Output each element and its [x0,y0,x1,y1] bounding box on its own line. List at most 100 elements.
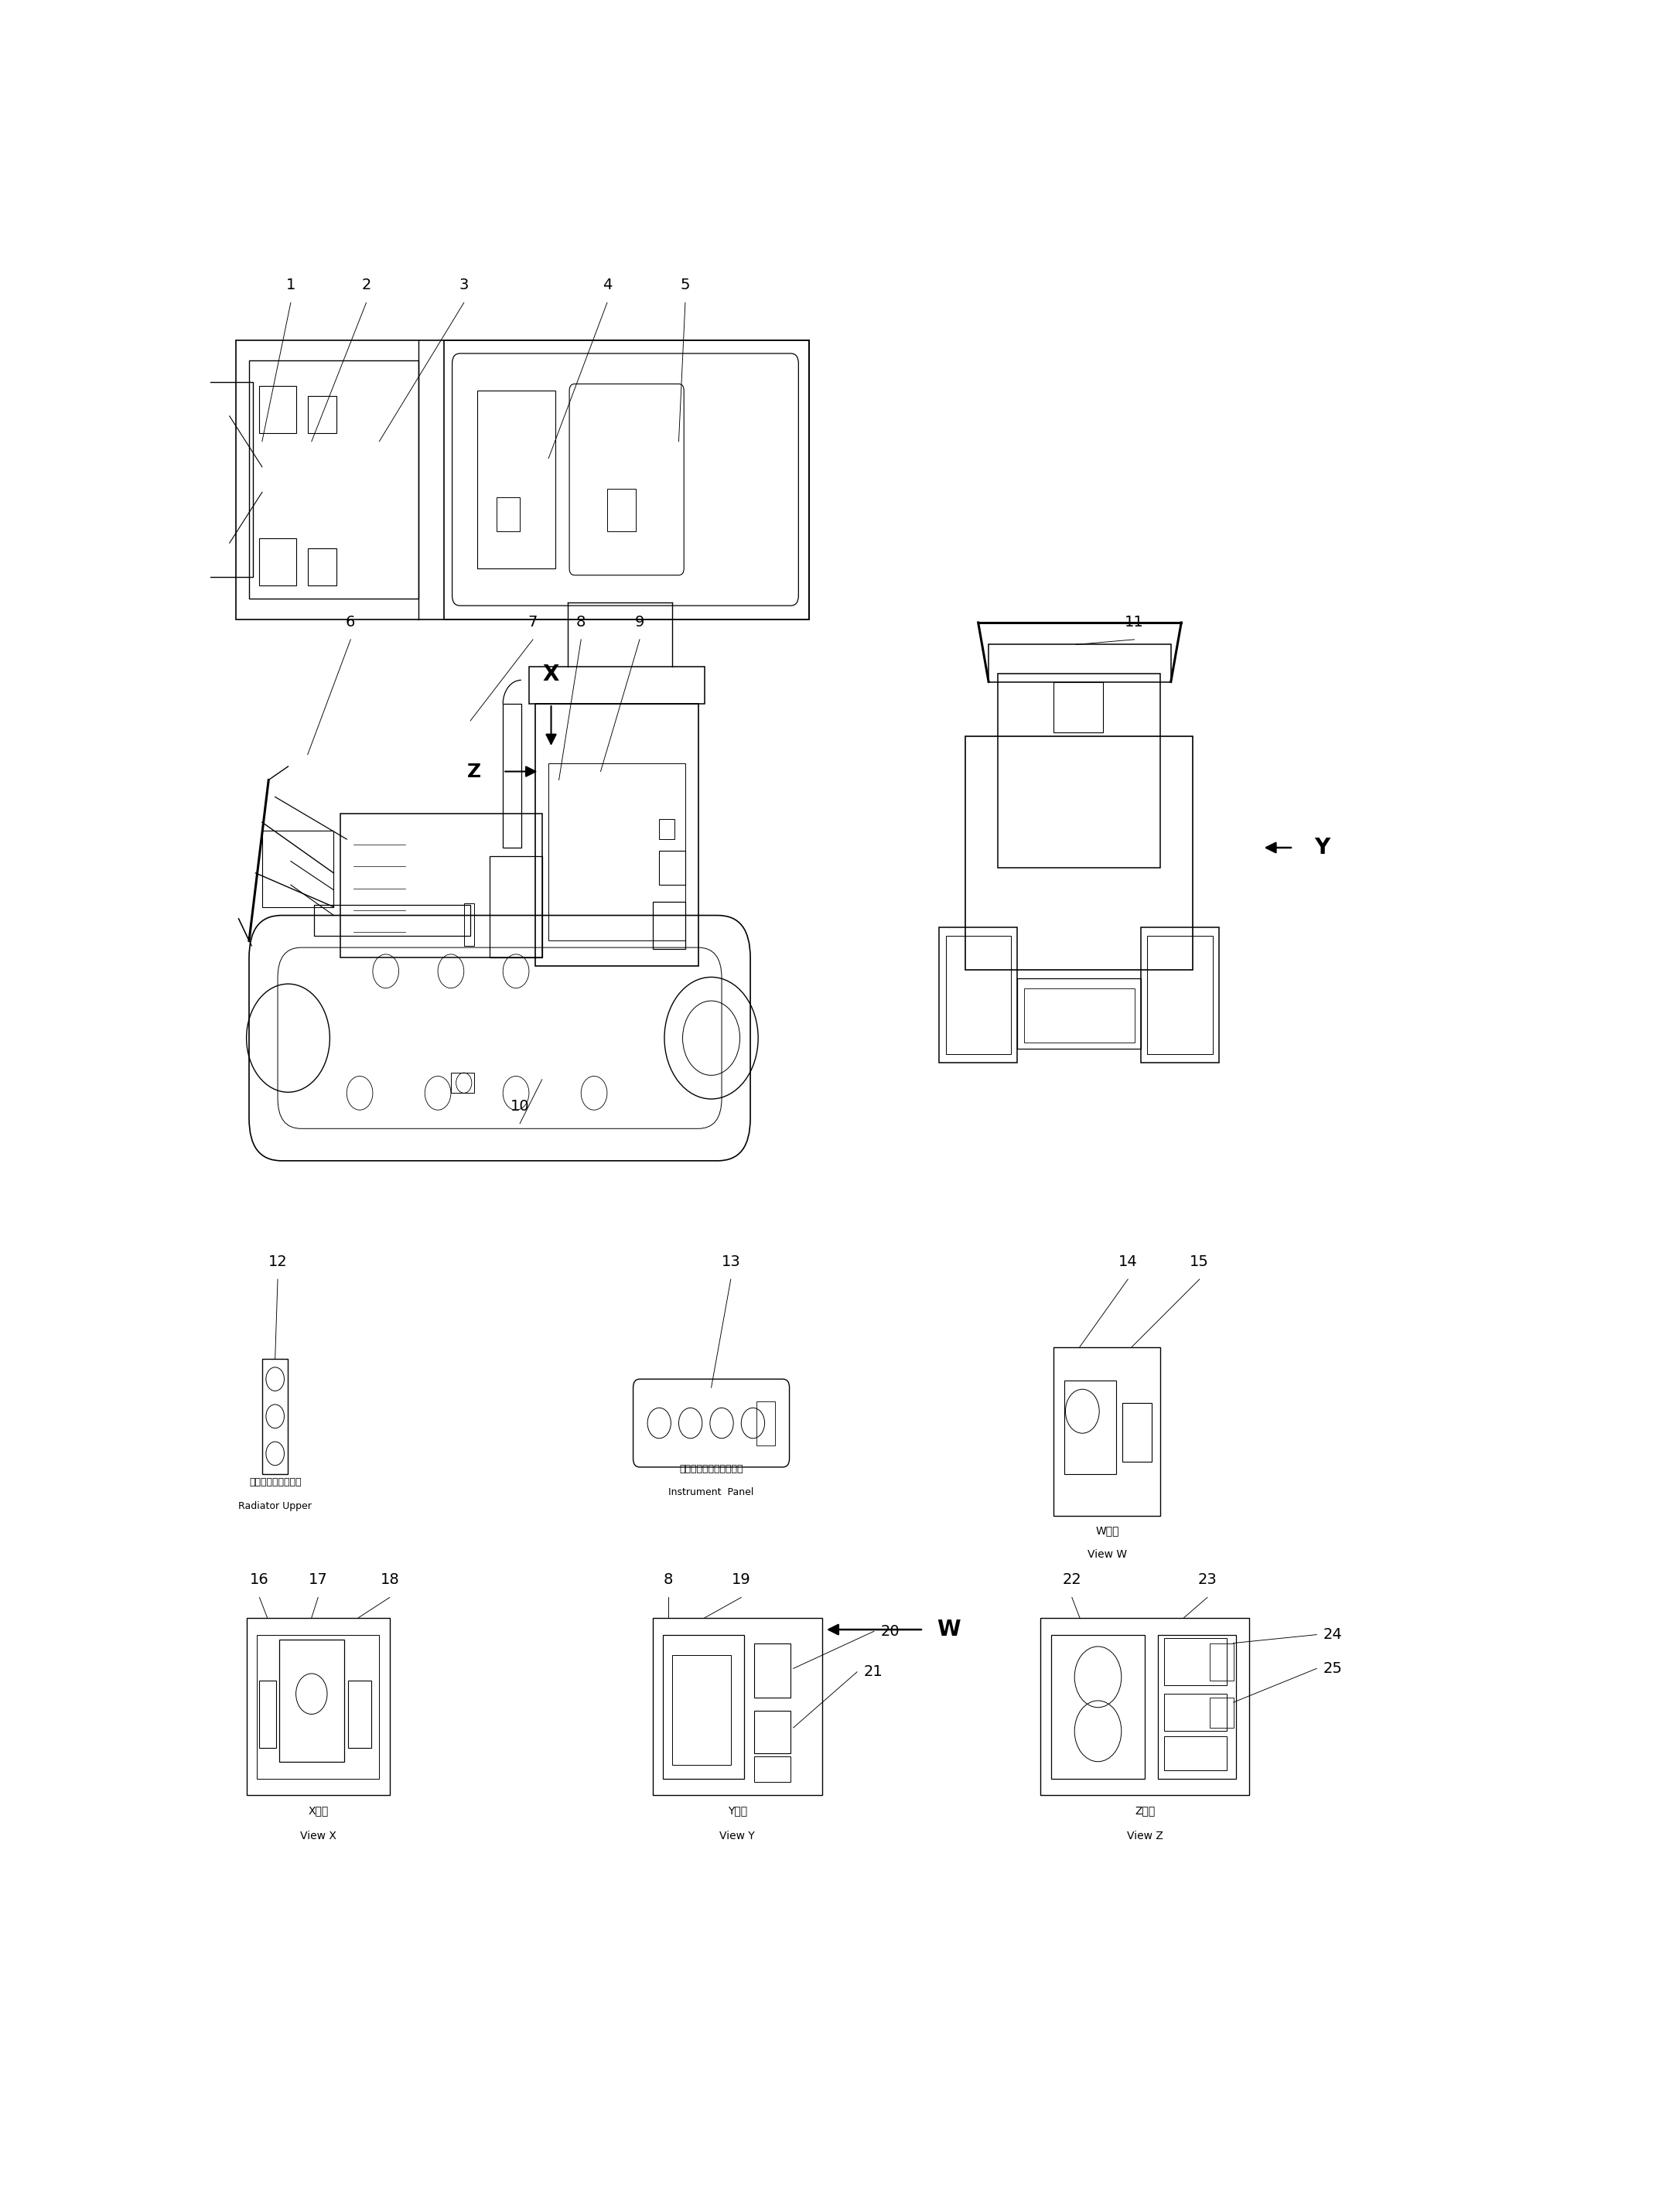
Bar [307,547,336,585]
Bar [477,391,554,569]
Text: 7: 7 [528,615,538,629]
Text: 16: 16 [250,1572,269,1587]
Bar [946,936,1011,1055]
Bar [939,928,1018,1062]
Bar [1164,1638,1226,1686]
Text: 10: 10 [511,1099,529,1114]
Bar [1018,978,1141,1048]
Text: 14: 14 [1119,1255,1137,1268]
Bar [1164,1736,1226,1769]
Bar [279,1640,344,1761]
Bar [450,1073,474,1092]
Bar [1210,1697,1233,1728]
Bar [1158,1635,1236,1778]
Text: 13: 13 [721,1255,741,1268]
Bar [259,539,296,585]
Bar [536,703,699,967]
Text: ラジエータアッパー: ラジエータアッパー [249,1477,301,1488]
Text: 18: 18 [380,1572,400,1587]
Text: 5: 5 [680,277,690,292]
Text: X　視: X 視 [307,1805,328,1816]
Text: 25: 25 [1324,1662,1342,1675]
Text: Y: Y [1314,837,1331,859]
Bar [529,666,706,703]
Text: Z　視: Z 視 [1134,1805,1154,1816]
Bar [1063,1380,1116,1475]
Bar [652,1618,822,1796]
Bar [1210,1644,1233,1679]
Bar [1141,928,1220,1062]
Bar [348,1679,371,1747]
Bar [1052,1635,1144,1778]
Bar [964,736,1193,969]
Text: View W: View W [1087,1550,1127,1561]
Bar [756,1400,774,1444]
Bar [307,396,336,433]
Bar [1164,1695,1226,1732]
Bar [464,903,474,945]
Text: 1: 1 [286,277,296,292]
Bar [659,851,685,886]
Bar [235,341,810,620]
Bar [1023,989,1134,1042]
Bar [257,1635,380,1778]
Bar [497,497,519,532]
Text: Z: Z [467,763,480,780]
Text: 15: 15 [1189,1255,1210,1268]
Text: 20: 20 [880,1624,899,1640]
Bar [998,673,1161,868]
Text: 22: 22 [1062,1572,1082,1587]
Bar [754,1710,791,1754]
Bar [314,906,470,936]
Bar [249,360,418,598]
Text: 12: 12 [269,1255,287,1268]
Text: インストルメントパネル: インストルメントパネル [679,1464,743,1475]
Text: W: W [936,1618,961,1640]
Bar [262,1358,289,1475]
Bar [247,1618,390,1796]
Text: 24: 24 [1324,1627,1342,1642]
Bar [548,763,685,941]
Bar [259,1679,277,1747]
Text: 8: 8 [664,1572,674,1587]
Text: 3: 3 [459,277,469,292]
Text: View Z: View Z [1127,1831,1163,1842]
Text: View Y: View Y [719,1831,754,1842]
Text: Instrument  Panel: Instrument Panel [669,1488,754,1497]
Bar [1040,1618,1248,1796]
Bar [659,820,675,840]
Bar [652,901,685,950]
Bar [502,703,521,848]
Bar [491,857,543,958]
Bar [1053,1347,1161,1517]
Bar [1053,681,1104,732]
Text: 23: 23 [1198,1572,1216,1587]
Text: X: X [543,664,559,686]
Text: 19: 19 [732,1572,751,1587]
Bar [664,1635,744,1778]
Text: View X: View X [301,1831,336,1842]
Bar [754,1756,791,1783]
Text: 8: 8 [576,615,586,629]
Bar [988,644,1171,681]
Bar [259,385,296,433]
Text: 17: 17 [309,1572,328,1587]
Text: Y　視: Y 視 [727,1805,748,1816]
Text: 2: 2 [361,277,371,292]
Bar [606,488,635,532]
Bar [1147,936,1213,1055]
Bar [339,813,543,958]
Bar [203,382,254,576]
Text: Radiator Upper: Radiator Upper [239,1501,312,1510]
Bar [444,341,810,620]
Text: 21: 21 [864,1664,882,1679]
Text: 6: 6 [346,615,356,629]
Bar [672,1655,731,1765]
Text: 4: 4 [603,277,612,292]
Bar [754,1644,791,1697]
Text: 11: 11 [1126,615,1144,629]
Text: W　視: W 視 [1095,1525,1119,1536]
Text: 9: 9 [635,615,645,629]
Bar [262,831,334,908]
Bar [1122,1402,1151,1462]
